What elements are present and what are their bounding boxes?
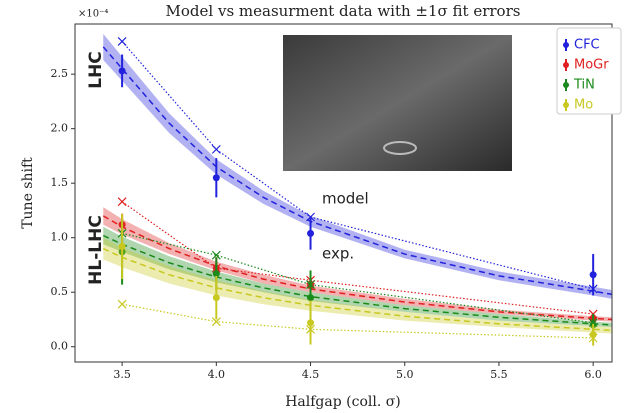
data-point [307, 294, 315, 302]
fit-band [103, 207, 613, 322]
y-tick-label: 2.5 [51, 67, 69, 80]
legend-marker [563, 82, 569, 88]
legend-label: MoGr [574, 58, 609, 73]
data-point [212, 270, 220, 278]
y-axis-label: Tune shift [20, 157, 36, 229]
fit-band [103, 237, 613, 334]
x-tick-label: 6.0 [584, 368, 602, 381]
legend-marker [563, 102, 569, 108]
data-point [589, 331, 597, 339]
legend-marker [563, 42, 569, 48]
data-point [307, 319, 315, 327]
model-marker [306, 212, 315, 222]
plot-area [102, 33, 613, 346]
legend-label: Mo [574, 98, 593, 113]
model-marker [211, 317, 221, 327]
legend [556, 27, 622, 115]
annotation: model [322, 190, 369, 208]
model-marker [211, 250, 221, 260]
data-point [307, 229, 315, 237]
fit-line [102, 46, 613, 296]
frame [74, 23, 613, 363]
data-point [212, 294, 220, 302]
y-tick-label: 0.0 [51, 340, 69, 353]
chart-title: Model vs measurment data with ±1σ fit er… [166, 2, 521, 20]
x-tick-label: 4.0 [208, 368, 226, 381]
x-tick-label: 4.5 [302, 368, 320, 381]
legend-marker [563, 62, 569, 68]
model-marker [117, 37, 127, 46]
fit-band [103, 226, 613, 328]
photo [283, 35, 512, 171]
model-marker [117, 299, 127, 309]
annotation: exp. [322, 245, 354, 263]
legend-label: TiN [573, 78, 595, 93]
data-point [589, 271, 597, 279]
x-axis-label: Halfgap (coll. σ) [285, 394, 401, 410]
fit-line [102, 247, 613, 332]
y-tick-label: 2.0 [51, 122, 69, 135]
x-tick-label: 5.5 [490, 368, 508, 381]
model-marker [117, 197, 127, 207]
fit-line [102, 234, 613, 326]
y-tick-label: 1.5 [51, 176, 69, 189]
annotation: LHC [86, 51, 106, 89]
x-tick-label: 3.5 [113, 368, 131, 381]
model-marker [211, 144, 221, 154]
y-multiplier: ×10⁻⁴ [78, 9, 108, 20]
data-point [118, 67, 126, 75]
y-tick-label: 1.0 [51, 231, 69, 244]
y-tick-label: 0.5 [51, 285, 69, 298]
photo-detail [383, 141, 417, 155]
x-tick-label: 5.0 [396, 368, 414, 381]
data-point [118, 242, 126, 250]
legend-label: CFC [574, 38, 600, 53]
data-point [212, 174, 220, 182]
annotation: HL-LHC [86, 215, 106, 285]
